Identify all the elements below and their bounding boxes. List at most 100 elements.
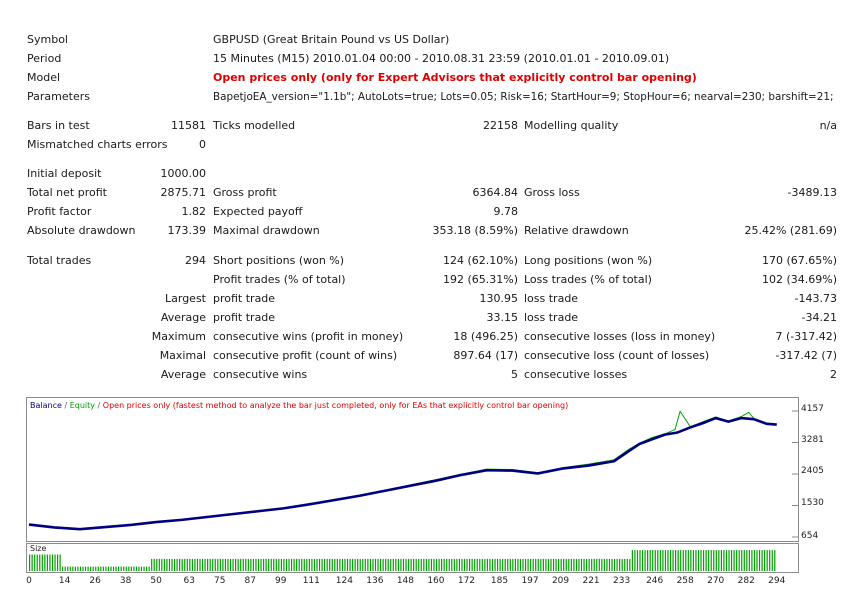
parameters-label: Parameters [27, 90, 90, 103]
size-bar [502, 558, 504, 571]
x-tick-label: 172 [457, 576, 476, 586]
avg-wins-value: 5 [511, 368, 518, 381]
size-bar [700, 550, 702, 571]
avg-wins-label: consecutive wins [213, 368, 308, 381]
size-bar [507, 558, 509, 571]
size-bar [357, 558, 359, 571]
size-bar [133, 566, 135, 571]
size-bar [402, 558, 405, 571]
size-bar [743, 550, 745, 571]
size-bar [669, 550, 672, 571]
y-tick-label: 654 [801, 531, 819, 541]
parameters-value: BapetjoEA_version="1.1b"; AutoLots=true;… [213, 91, 834, 103]
size-bar [296, 558, 298, 571]
x-tick-label: 209 [551, 576, 570, 586]
average-profit-label: profit trade [213, 311, 276, 324]
size-bar [461, 558, 463, 571]
size-bar [428, 558, 430, 571]
size-bar [184, 558, 186, 571]
period-label: Period [27, 52, 62, 65]
size-bar [252, 558, 255, 571]
size-bar [733, 550, 735, 571]
size-bar [619, 558, 621, 571]
size-bar [758, 550, 761, 571]
x-tick-label: 111 [302, 576, 320, 586]
size-bar [555, 558, 557, 571]
size-bar [542, 558, 544, 571]
size-bar [769, 550, 771, 571]
size-bar [273, 558, 275, 571]
size-bar [372, 558, 374, 571]
absdd-label: Absolute drawdown [27, 224, 136, 237]
size-bar [730, 550, 733, 571]
maximal-loss-value: -317.42 (7) [775, 349, 837, 362]
size-bar [138, 566, 140, 571]
size-bar [568, 558, 570, 571]
legend-equity: Equity [69, 401, 95, 410]
size-bar [685, 550, 687, 571]
size-bar [664, 550, 667, 571]
size-bar [51, 554, 54, 571]
size-bar [90, 566, 92, 571]
size-bar [420, 558, 422, 571]
size-bar [530, 558, 532, 571]
avg-losses-label: consecutive losses [524, 368, 628, 381]
size-bar [321, 558, 323, 571]
size-bar [140, 566, 143, 571]
size-bar [161, 558, 163, 571]
balance-chart-svg [28, 410, 798, 538]
size-bar [433, 558, 435, 571]
grossprofit-value: 6364.84 [472, 186, 519, 199]
size-bar [764, 550, 766, 571]
size-bar [413, 558, 415, 571]
size-bar [774, 550, 776, 571]
size-bar [405, 558, 407, 571]
size-bar [585, 558, 588, 571]
x-tick-label: 221 [582, 576, 600, 586]
reldd-value: 25.42% (281.69) [744, 224, 837, 237]
size-bar [207, 558, 209, 571]
size-bar [690, 550, 692, 571]
size-bar [54, 554, 56, 571]
size-bar [570, 558, 572, 571]
legend-sep: / [94, 401, 103, 410]
size-bar [74, 566, 76, 571]
x-tick-label: 270 [707, 576, 725, 586]
netprofit-value: 2875.71 [160, 186, 207, 199]
size-bar [519, 558, 522, 571]
grossloss-label: Gross loss [524, 186, 580, 199]
size-bar [110, 566, 112, 571]
size-bar [474, 558, 476, 571]
short-value: 124 (62.10%) [442, 254, 518, 267]
x-tick-label: 233 [613, 576, 631, 586]
size-bar [423, 558, 425, 571]
size-bar [535, 558, 537, 571]
size-bar [588, 558, 590, 571]
y-tick-label: 3281 [801, 435, 824, 445]
size-bar [573, 558, 575, 571]
size-bar [362, 558, 364, 571]
size-bar [751, 550, 753, 571]
average-label: Average [160, 311, 206, 324]
avg2-label: Average [160, 368, 206, 381]
size-bar [385, 558, 387, 571]
size-bar [753, 550, 756, 571]
size-bar [92, 566, 94, 571]
size-bar [148, 566, 150, 571]
legend-sep: / [61, 401, 70, 410]
size-bar [545, 558, 547, 571]
size-bar [616, 558, 618, 571]
size-bar [79, 566, 82, 571]
size-bar [194, 558, 196, 571]
size-bar [168, 558, 171, 571]
grossloss-value: -3489.13 [787, 186, 837, 199]
max-wins-value: 18 (496.25) [453, 330, 518, 343]
size-bar [469, 558, 471, 571]
size-bar [44, 554, 46, 571]
size-bar [458, 558, 461, 571]
size-bar [242, 558, 244, 571]
size-bar [611, 558, 613, 571]
size-bar [196, 558, 199, 571]
size-bar [659, 550, 661, 571]
grossprofit-label: Gross profit [213, 186, 277, 199]
